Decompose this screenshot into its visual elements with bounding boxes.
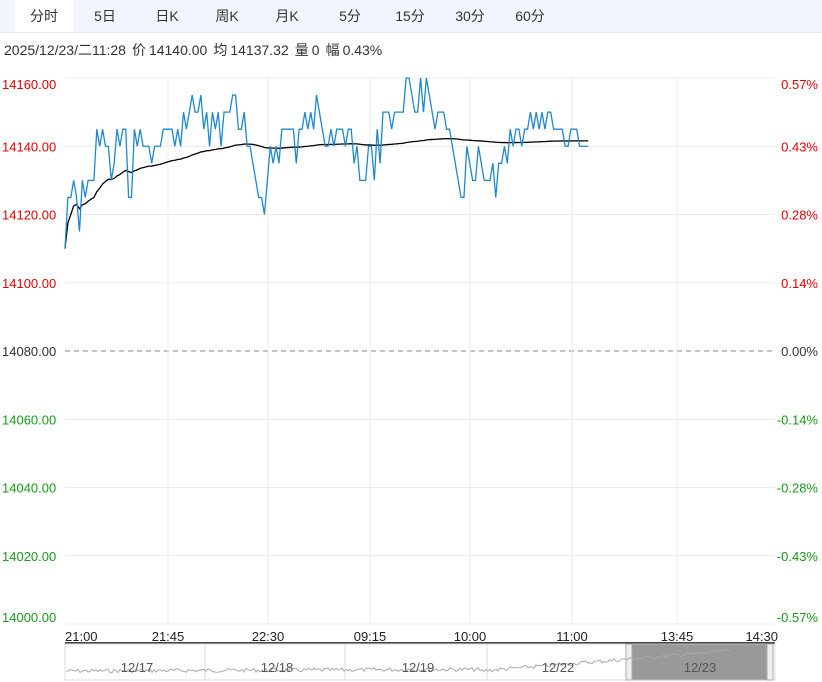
tab-5day[interactable]: 5日 bbox=[94, 8, 116, 24]
price-line bbox=[64, 77, 589, 249]
x-tick-label: 09:15 bbox=[354, 629, 387, 644]
pct-tick-label: -0.57% bbox=[777, 610, 819, 625]
y-tick-label: 14140.00 bbox=[2, 139, 56, 154]
change-label: 幅 bbox=[325, 42, 340, 58]
pct-tick-label: 0.43% bbox=[781, 139, 818, 154]
y-tick-label: 14120.00 bbox=[2, 208, 56, 223]
tab-minute[interactable]: 分时 bbox=[15, 0, 73, 32]
y-tick-label: 14040.00 bbox=[2, 481, 56, 496]
change-value: 0.43% bbox=[342, 42, 383, 58]
tab-weekly-k[interactable]: 周K bbox=[215, 8, 239, 24]
x-tick-label: 10:00 bbox=[454, 629, 487, 644]
navigator-date-label: 12/18 bbox=[261, 660, 294, 675]
navigator-handle-left bbox=[625, 643, 633, 681]
pct-tick-label: 0.00% bbox=[781, 344, 818, 359]
avg-label: 均 bbox=[213, 42, 228, 58]
pct-tick-label: 0.57% bbox=[781, 77, 818, 92]
pct-tick-label: -0.43% bbox=[777, 549, 819, 564]
navigator-date-label: 12/17 bbox=[121, 660, 154, 675]
pct-tick-label: 0.28% bbox=[781, 208, 818, 223]
pct-tick-label: 0.14% bbox=[781, 276, 818, 291]
volume-value: 0 bbox=[311, 42, 320, 58]
x-tick-label: 14:30 bbox=[745, 629, 778, 644]
avg-value: 14137.32 bbox=[230, 42, 289, 58]
avg-price-line bbox=[64, 137, 589, 249]
y-tick-label: 14020.00 bbox=[2, 549, 56, 564]
x-tick-label: 22:30 bbox=[252, 629, 285, 644]
tab-daily-k[interactable]: 日K bbox=[155, 8, 179, 24]
pct-tick-label: -0.14% bbox=[777, 412, 819, 427]
y-tick-label: 14100.00 bbox=[2, 276, 56, 291]
navigator-selection bbox=[629, 643, 771, 681]
y-tick-label: 14000.00 bbox=[2, 610, 56, 625]
x-tick-label: 13:45 bbox=[661, 629, 694, 644]
navigator-handle-right bbox=[766, 643, 774, 681]
tab-monthly-k[interactable]: 月K bbox=[275, 8, 299, 24]
x-tick-label: 11:00 bbox=[556, 629, 588, 644]
price-value: 14140.00 bbox=[148, 42, 208, 58]
datetime: 2025/12/23/二11:28 bbox=[4, 42, 126, 58]
y-tick-label: 14060.00 bbox=[2, 412, 56, 427]
period-tabs: 分时 5日 日K 周K 月K 5分 15分 30分 60分 bbox=[0, 0, 822, 33]
y-tick-label: 14080.00 bbox=[2, 344, 56, 359]
y-tick-label: 14160.00 bbox=[2, 77, 56, 92]
navigator-date-label: 12/19 bbox=[402, 660, 435, 675]
pct-tick-label: -0.28% bbox=[777, 481, 819, 496]
tab-5min[interactable]: 5分 bbox=[339, 8, 361, 24]
quote-info: 2025/12/23/二11:28 价 14140.00 均 14137.32 量 0 幅 0.… bbox=[4, 40, 388, 60]
volume-label: 量 bbox=[294, 42, 309, 58]
tab-60min[interactable]: 60分 bbox=[515, 8, 545, 24]
x-tick-label: 21:45 bbox=[152, 629, 185, 644]
price-label: 价 bbox=[131, 42, 146, 58]
navigator-preview-line bbox=[65, 649, 731, 674]
navigator-date-label: 12/22 bbox=[542, 660, 575, 675]
navigator-date-label: 12/23 bbox=[684, 660, 717, 675]
x-tick-label: 21:00 bbox=[65, 629, 98, 644]
tab-15min[interactable]: 15分 bbox=[395, 8, 425, 24]
tab-30min[interactable]: 30分 bbox=[455, 8, 485, 24]
